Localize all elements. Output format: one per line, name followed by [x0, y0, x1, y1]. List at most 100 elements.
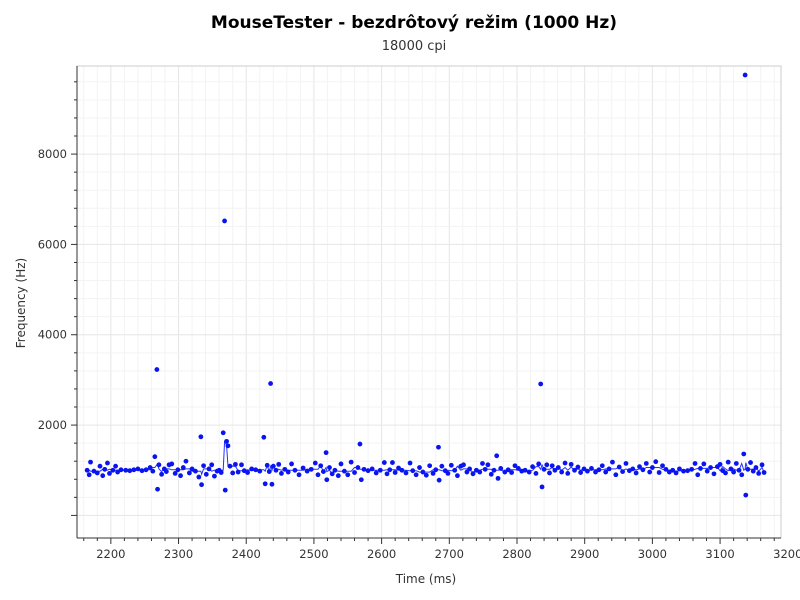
chart-subtitle: 18000 cpi: [382, 39, 447, 54]
data-point: [329, 471, 335, 477]
data-point: [262, 481, 268, 487]
data-point: [541, 466, 547, 472]
data-point: [97, 463, 103, 469]
data-point: [464, 469, 470, 475]
data-point: [552, 467, 558, 473]
data-point: [733, 461, 739, 466]
y-tick-label: 8000: [38, 147, 67, 161]
data-point: [273, 467, 279, 473]
data-point: [390, 460, 395, 465]
data-point: [196, 474, 202, 480]
data-point: [572, 467, 577, 473]
data-point: [102, 466, 108, 472]
data-point: [711, 471, 717, 477]
data-point: [663, 466, 669, 472]
x-tick-label: 2800: [502, 547, 531, 561]
data-point: [107, 471, 112, 476]
chart-title: MouseTester - bezdrôtový režim (1000 Hz): [211, 13, 617, 33]
data-point: [249, 466, 255, 472]
data-point: [731, 469, 737, 475]
x-tick-label: 3200: [773, 547, 800, 561]
data-point: [323, 450, 329, 456]
x-tick-label: 2300: [164, 547, 193, 561]
data-point: [163, 469, 169, 475]
data-point: [152, 454, 158, 460]
data-point: [565, 471, 571, 476]
data-point: [261, 434, 267, 440]
data-point: [135, 466, 141, 472]
data-point: [143, 467, 149, 473]
axes: [71, 66, 781, 544]
data-point: [253, 467, 259, 473]
data-point: [538, 381, 544, 387]
data-point: [324, 477, 330, 483]
data-point: [276, 461, 282, 467]
data-point: [547, 470, 552, 476]
data-point: [436, 477, 442, 483]
data-point: [268, 381, 273, 386]
data-point: [761, 470, 767, 475]
data-point: [480, 461, 485, 466]
data-point: [384, 471, 390, 477]
data-point: [455, 473, 460, 479]
data-point: [433, 467, 439, 473]
x-tick-label: 3000: [638, 547, 667, 561]
data-point: [623, 461, 629, 466]
data-point: [203, 471, 209, 477]
data-point: [110, 467, 116, 473]
data-point: [656, 470, 662, 475]
data-point: [233, 461, 238, 467]
data-point: [218, 470, 224, 475]
data-point: [172, 471, 178, 476]
data-point: [725, 459, 731, 465]
data-point: [321, 469, 326, 475]
x-axis-label: Time (ms): [395, 572, 457, 586]
data-point: [495, 475, 501, 481]
data-point: [155, 486, 160, 492]
data-point: [522, 467, 528, 473]
data-point: [154, 367, 160, 372]
data-point: [292, 467, 298, 473]
data-point: [355, 465, 361, 470]
data-point: [533, 471, 539, 476]
data-point: [445, 471, 451, 476]
data-point: [470, 471, 476, 477]
data-point: [596, 467, 602, 473]
data-point: [84, 467, 90, 473]
data-point: [417, 465, 422, 470]
data-point: [193, 468, 198, 474]
data-point: [559, 469, 565, 475]
data-point: [212, 473, 217, 479]
data-point: [169, 461, 175, 467]
data-point: [345, 472, 351, 478]
data-point: [741, 451, 747, 457]
data-point: [491, 467, 497, 473]
data-point: [100, 473, 106, 479]
data-point: [257, 468, 263, 474]
data-point: [589, 466, 594, 471]
data-point: [222, 487, 228, 493]
data-point: [698, 466, 703, 471]
data-point: [105, 460, 110, 466]
data-point: [264, 462, 270, 468]
data-point: [377, 467, 383, 473]
data-point: [430, 471, 436, 476]
data-point: [653, 459, 659, 465]
data-point: [220, 430, 226, 436]
data-point: [201, 463, 206, 469]
data-point: [599, 463, 605, 469]
data-point: [748, 460, 753, 465]
data-point: [448, 462, 454, 468]
data-point: [485, 462, 491, 468]
data-point: [536, 461, 542, 467]
data-point: [381, 460, 387, 465]
data-point: [332, 467, 338, 473]
data-point: [562, 460, 568, 466]
data-point: [512, 463, 518, 469]
x-tick-label: 2400: [232, 547, 261, 561]
data-point: [677, 466, 682, 472]
x-tick-label: 2600: [367, 547, 396, 561]
data-point: [175, 467, 181, 473]
data-point: [227, 463, 233, 469]
data-point: [327, 465, 332, 470]
